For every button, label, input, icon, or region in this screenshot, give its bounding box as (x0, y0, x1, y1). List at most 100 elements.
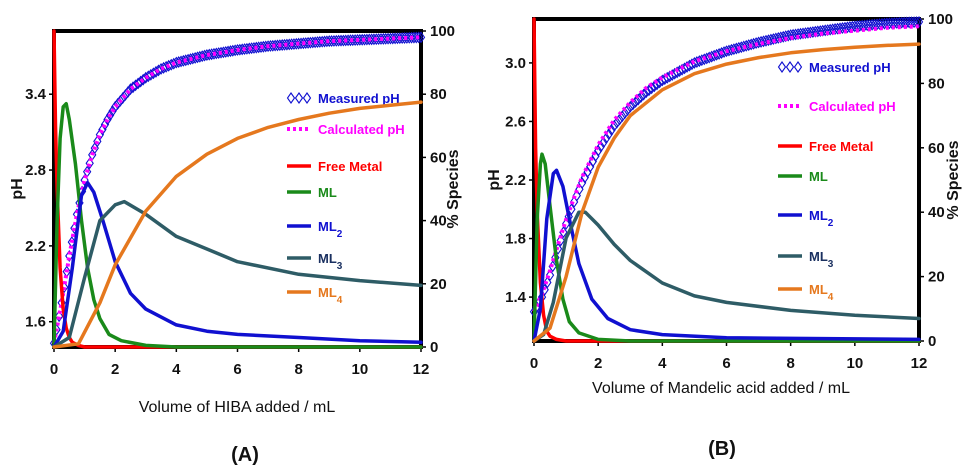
x-tick-label: 8 (786, 355, 794, 372)
legend-label-ml2: ML2 (809, 208, 834, 229)
data-point-measured-ph (602, 132, 611, 145)
data-point-measured-ph (734, 41, 744, 54)
data-point-measured-ph (636, 91, 646, 104)
x-tick-label: 4 (658, 355, 667, 372)
legend-marker-measured-ph (793, 61, 803, 73)
y-left-tick-label: 2.6 (505, 113, 526, 130)
data-point-measured-ph (729, 43, 739, 56)
series-measured-ph (49, 31, 426, 350)
x-tick-label: 2 (111, 361, 119, 378)
y-left-axis-title: pH (486, 169, 503, 190)
series-line-ml4 (52, 100, 423, 349)
series-line-ml (52, 101, 423, 349)
legend-label-text: ML (809, 208, 828, 223)
legend-label-measured-ph: Measured pH (809, 60, 891, 75)
x-tick-label: 4 (172, 361, 181, 378)
x-tick-label: 0 (530, 355, 538, 372)
data-point-measured-ph (85, 157, 94, 170)
legend-label-text: ML (809, 249, 828, 264)
x-tick-label: 2 (594, 355, 602, 372)
data-point-measured-ph (612, 116, 622, 129)
legend-label-subscript: 2 (828, 218, 834, 229)
data-point-measured-ph (193, 51, 202, 64)
legend-label-text: ML (318, 185, 337, 200)
data-point-measured-ph (717, 47, 726, 59)
chart-panel-b: 0 2 4 6 8 10 12 1.4 1.8 2.2 2.6 3.0 0 20 40 60 80 100 pH % … (486, 11, 962, 460)
data-point-measured-ph (133, 77, 143, 90)
data-point-measured-ph (747, 38, 756, 51)
y-right-tick-label: 40 (430, 213, 447, 230)
legend-label-ml3: ML3 (318, 251, 343, 272)
x-tick-label: 10 (351, 361, 368, 378)
data-point-measured-ph (722, 45, 731, 58)
panel-label: (B) (708, 438, 736, 460)
x-tick-label: 12 (413, 361, 430, 378)
series-line-free-metal (52, 29, 423, 349)
legend-label-ml2: ML2 (318, 219, 343, 240)
series-line-calculated-ph (52, 35, 422, 344)
data-point-measured-ph (744, 39, 753, 52)
data-point-measured-ph (739, 40, 748, 53)
data-point-measured-ph (186, 53, 195, 66)
y-right-tick-label: 0 (928, 333, 936, 350)
legend-label-free-metal: Free Metal (809, 139, 873, 154)
legend-label-calculated-ph: Calculated pH (318, 122, 405, 137)
y-right-tick-label: 60 (430, 149, 447, 166)
data-point-measured-ph (169, 57, 178, 70)
plot-frame (52, 29, 423, 349)
y-right-tick-label: 80 (430, 86, 447, 103)
series-line-ml (532, 152, 921, 343)
legend-label-ml: ML (809, 169, 828, 184)
data-point-measured-ph (634, 93, 643, 106)
data-point-measured-ph (599, 136, 608, 149)
legend-marker-measured-ph (294, 92, 304, 104)
data-point-measured-ph (620, 107, 630, 120)
legend-label-subscript: 4 (828, 292, 834, 303)
data-point-measured-ph (628, 98, 638, 111)
data-point-measured-ph (642, 86, 651, 99)
series-line-ml3 (532, 210, 921, 343)
legend-label-subscript: 3 (828, 259, 834, 270)
y-left-tick-label: 1.6 (25, 314, 46, 331)
legend-label-text: ML (318, 285, 337, 300)
data-point-measured-ph (705, 51, 714, 64)
data-point-measured-ph (724, 44, 734, 57)
y-left-tick-label: 2.2 (505, 172, 526, 189)
x-axis-title: Volume of HIBA added / mL (139, 399, 336, 416)
data-point-measured-ph (749, 37, 758, 50)
data-point-measured-ph (123, 86, 133, 99)
legend-label-subscript: 4 (337, 295, 343, 306)
data-point-measured-ph (54, 310, 64, 323)
legend-label-ml4: ML4 (809, 282, 834, 303)
legend-label-text: ML (809, 169, 828, 184)
y-right-tick-label: 80 (928, 75, 945, 92)
legend-label-ml: ML (318, 185, 337, 200)
data-point-measured-ph (610, 119, 619, 132)
x-tick-label: 0 (50, 361, 58, 378)
legend-marker-measured-ph (777, 61, 787, 73)
y-left-tick-label: 2.8 (25, 162, 46, 179)
legend-label-text: Measured pH (318, 91, 400, 106)
y-right-tick-label: 0 (430, 339, 438, 356)
data-point-measured-ph (176, 55, 186, 68)
series-line-ml4 (532, 42, 921, 343)
y-right-axis-title: % Species (445, 149, 462, 228)
data-point-measured-ph (545, 269, 555, 282)
data-point-measured-ph (181, 54, 190, 67)
y-left-tick-label: 3.0 (505, 55, 526, 72)
y-right-tick-label: 60 (928, 140, 945, 157)
data-point-measured-ph (128, 81, 138, 94)
y-left-axis-title: pH (9, 178, 26, 199)
legend-label-text: Free Metal (318, 159, 382, 174)
y-right-tick-label: 100 (928, 11, 953, 28)
x-tick-label: 8 (294, 361, 302, 378)
legend-marker-measured-ph (302, 92, 312, 104)
legend-marker-measured-ph (286, 92, 296, 104)
y-right-tick-label: 100 (430, 23, 455, 40)
chart-panel-a: 0 2 4 6 8 10 12 1.6 2.2 2.8 3.4 0 20 40 60 80 100 pH % Spe… (9, 23, 462, 466)
data-point-measured-ph (652, 78, 662, 91)
y-right-tick-label: 20 (430, 276, 447, 293)
legend-label-free-metal: Free Metal (318, 159, 382, 174)
data-point-measured-ph (596, 140, 606, 153)
